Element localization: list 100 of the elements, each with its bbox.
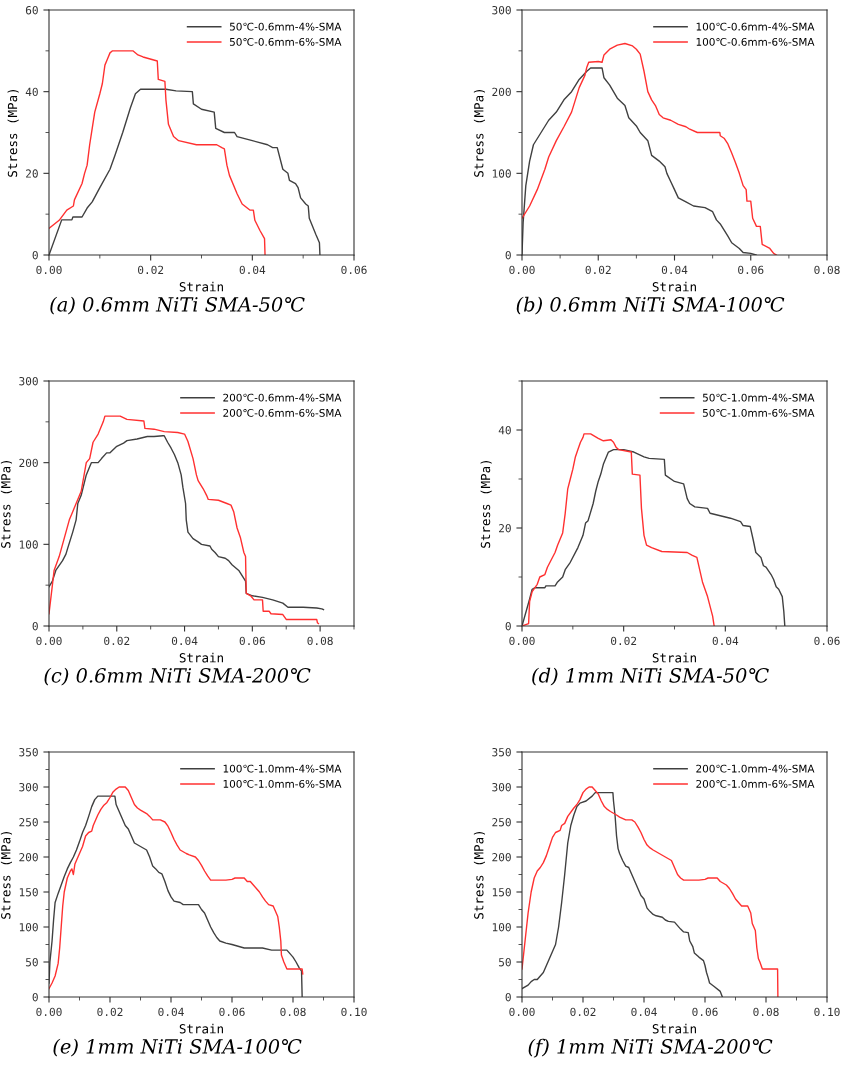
legend-label: 100℃-1.0mm-6%-SMA	[223, 779, 342, 788]
x-axis-title: Strain	[652, 1023, 696, 1034]
y-axis-title: Stress (MPa)	[0, 460, 13, 548]
x-tick-label: 0.00	[509, 1007, 535, 1017]
y-tick-label: 200	[492, 87, 511, 97]
text: (b) 0.6mm NiTi SMA-100℃	[516, 296, 785, 315]
y-tick-label: 150	[19, 888, 38, 897]
legend-label: 200℃-0.6mm-4%-SMA	[223, 393, 342, 402]
x-tick-label: 0.04	[171, 636, 198, 646]
x-tick-label: 0.02	[585, 265, 611, 275]
x-tick-label: 0.00	[36, 265, 62, 275]
legend-label: 50℃-1.0mm-6%-SMA	[702, 408, 815, 417]
x-tick-label: 0.02	[611, 636, 637, 646]
y-tick-label: 20	[499, 524, 511, 533]
y-tick-label: 0	[505, 993, 511, 1002]
y-tick-label: 100	[19, 923, 38, 932]
legend-label: 200℃-1.0mm-6%-SMA	[696, 779, 815, 788]
x-tick-label: 0.08	[814, 265, 840, 275]
y-tick-label: 100	[19, 540, 38, 549]
y-tick-label: 150	[492, 888, 511, 897]
x-tick-label: 0.00	[509, 636, 535, 646]
legend-label: 50℃-0.6mm-6%-SMA	[229, 37, 342, 46]
legend-label: 100℃-0.6mm-6%-SMA	[696, 37, 815, 46]
y-tick-label: 0	[32, 993, 38, 1002]
y-tick-label: 350	[19, 748, 38, 757]
line-series	[522, 448, 786, 626]
y-tick-label: 0	[32, 251, 38, 260]
x-tick-label: 0.02	[97, 1007, 123, 1017]
x-axis-title: Strain	[652, 281, 696, 292]
x-tick-label: 0.06	[219, 1007, 245, 1017]
y-axis-title: Stress (MPa)	[7, 89, 19, 177]
x-tick-label: 0.10	[814, 1007, 840, 1017]
x-tick-label: 0.00	[36, 1007, 62, 1017]
y-tick-label: 0	[505, 622, 511, 631]
y-tick-label: 300	[19, 377, 38, 386]
y-axis-title: Stress (MPa)	[473, 831, 486, 919]
y-axis-title: Stress (MPa)	[473, 89, 486, 177]
x-tick-label: 0.04	[158, 1007, 184, 1017]
line-series	[522, 791, 724, 997]
x-tick-label: 0.04	[631, 1007, 657, 1017]
x-tick-label: 0.00	[36, 636, 62, 646]
x-tick-label: 0.02	[138, 265, 164, 275]
text: (f) 1mm NiTi SMA-200℃	[528, 1038, 773, 1058]
text: (a) 0.6mm NiTi SMA-50℃	[50, 296, 305, 315]
y-tick-label: 300	[492, 6, 511, 15]
x-tick-label: 0.08	[280, 1007, 306, 1017]
y-tick-label: 200	[19, 458, 38, 468]
line-series	[522, 67, 757, 255]
x-tick-label: 0.02	[570, 1007, 596, 1017]
legend-label: 50℃-0.6mm-4%-SMA	[229, 22, 342, 31]
line-series	[49, 415, 320, 625]
y-tick-label: 200	[492, 853, 511, 862]
x-tick-label: 0.10	[341, 1007, 367, 1017]
text: (c) 0.6mm NiTi SMA-200℃	[44, 667, 311, 686]
text: (e) 1mm NiTi SMA-100℃	[53, 1038, 302, 1057]
x-axis-title: Strain	[179, 1023, 223, 1034]
x-tick-label: 0.06	[239, 636, 265, 646]
x-tick-label: 0.06	[692, 1007, 718, 1017]
y-tick-label: 0	[505, 251, 511, 260]
line-series	[49, 88, 321, 255]
text: (d) 1mm NiTi SMA-50℃	[532, 667, 769, 686]
y-axis-title: Stress (MPa)	[480, 460, 492, 548]
legend-label: 200℃-0.6mm-6%-SMA	[223, 408, 342, 417]
x-tick-label: 0.06	[738, 265, 764, 275]
x-axis-title: Strain	[652, 652, 696, 663]
x-tick-label: 0.06	[814, 636, 840, 646]
x-tick-label: 0.00	[509, 265, 535, 275]
x-tick-label: 0.04	[239, 265, 266, 275]
y-tick-label: 50	[498, 958, 511, 967]
line-series	[522, 433, 715, 626]
y-tick-label: 300	[492, 783, 511, 792]
y-tick-label: 60	[25, 6, 38, 15]
y-tick-label: 40	[25, 87, 38, 97]
x-tick-label: 0.08	[307, 636, 333, 646]
y-axis-title: Stress (MPa)	[0, 831, 13, 919]
y-tick-label: 300	[19, 783, 38, 792]
x-axis-title: Strain	[179, 652, 223, 663]
y-tick-label: 100	[492, 169, 511, 178]
legend-label: 100℃-1.0mm-4%-SMA	[223, 764, 342, 773]
x-tick-label: 0.06	[341, 265, 367, 275]
y-tick-label: 200	[19, 853, 38, 862]
x-tick-label: 0.04	[661, 265, 688, 275]
y-tick-label: 20	[26, 169, 38, 178]
x-tick-label: 0.02	[104, 636, 130, 646]
y-tick-label: 40	[498, 426, 511, 435]
x-tick-label: 0.04	[712, 636, 739, 646]
line-series	[49, 50, 266, 255]
x-tick-label: 0.08	[753, 1007, 779, 1017]
y-tick-label: 250	[19, 818, 38, 827]
y-tick-label: 350	[492, 748, 511, 757]
line-series	[49, 435, 325, 611]
x-axis-title: Strain	[179, 281, 223, 292]
line-series	[522, 786, 779, 997]
legend-label: 100℃-0.6mm-4%-SMA	[696, 22, 815, 31]
y-tick-label: 0	[32, 622, 38, 631]
y-tick-label: 50	[25, 958, 38, 967]
y-tick-label: 250	[492, 818, 511, 827]
y-tick-label: 100	[492, 923, 511, 932]
legend-label: 200℃-1.0mm-4%-SMA	[696, 764, 815, 773]
legend-label: 50℃-1.0mm-4%-SMA	[702, 393, 815, 402]
